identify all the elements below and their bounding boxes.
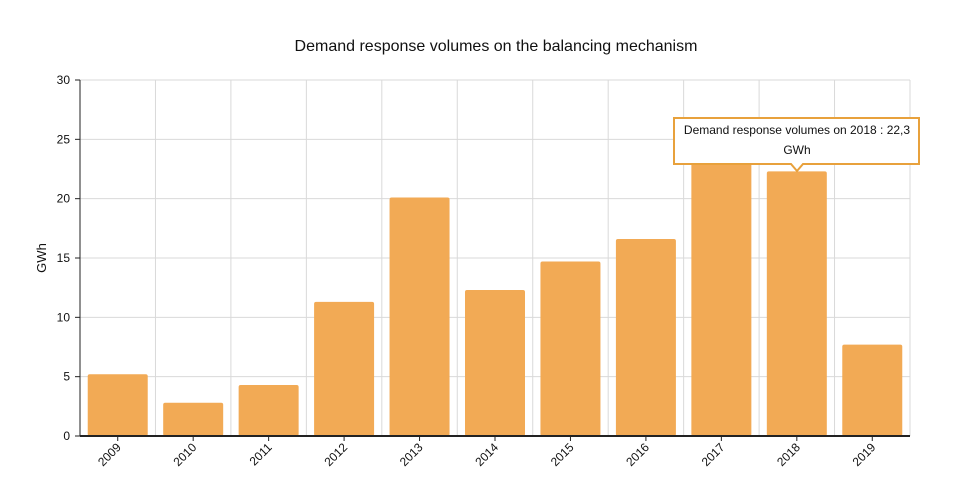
bar-2016 — [615, 239, 676, 436]
x-tick-label: 2012 — [321, 440, 350, 469]
bar-2009 — [87, 374, 148, 436]
x-tick-label: 2017 — [699, 440, 728, 469]
y-tick-label: 30 — [57, 73, 71, 87]
bar-group — [87, 117, 903, 437]
bar-2012 — [314, 301, 375, 436]
x-tick-label: 2014 — [472, 440, 501, 469]
bar-2011 — [238, 384, 299, 436]
x-tick-label: 2010 — [171, 440, 200, 469]
gridlines — [79, 79, 911, 437]
y-tick-label: 5 — [63, 370, 70, 384]
x-tick-labels: 2009 2010 2011 2012 2013 2014 2015 2016 2017 2018… — [95, 436, 879, 469]
bar-2018 — [766, 171, 827, 436]
bar-2013 — [389, 197, 450, 436]
x-tick-label: 2018 — [774, 440, 803, 469]
x-tick-label: 2016 — [623, 440, 652, 469]
chart-title: Demand response volumes on the balancing… — [295, 38, 698, 55]
tooltip: Demand response volumes on 2018 : 22,3 G… — [673, 117, 920, 173]
tooltip-line2: GWh — [783, 143, 810, 157]
tooltip-line1: Demand response volumes on 2018 : 22,3 — [684, 123, 910, 137]
x-tick-label: 2015 — [548, 440, 577, 469]
bar-2010 — [163, 402, 224, 436]
y-tick-labels: 0 5 10 15 20 25 30 — [57, 73, 80, 443]
y-tick-label: 25 — [57, 132, 71, 146]
bar-2017 — [691, 117, 752, 437]
y-tick-label: 20 — [57, 192, 71, 206]
x-tick-label: 2009 — [95, 440, 124, 469]
bar-2014 — [465, 290, 525, 436]
x-tick-label: 2011 — [247, 440, 275, 468]
y-tick-label: 0 — [63, 429, 70, 443]
y-axis-label: GWh — [34, 243, 49, 273]
bar-2015 — [540, 261, 601, 436]
x-tick-label: 2013 — [397, 440, 426, 469]
tooltip-box — [673, 117, 920, 173]
y-tick-label: 15 — [57, 251, 71, 265]
x-tick-label: 2019 — [850, 440, 879, 469]
bar-2019 — [842, 344, 903, 436]
y-tick-label: 10 — [57, 310, 71, 324]
